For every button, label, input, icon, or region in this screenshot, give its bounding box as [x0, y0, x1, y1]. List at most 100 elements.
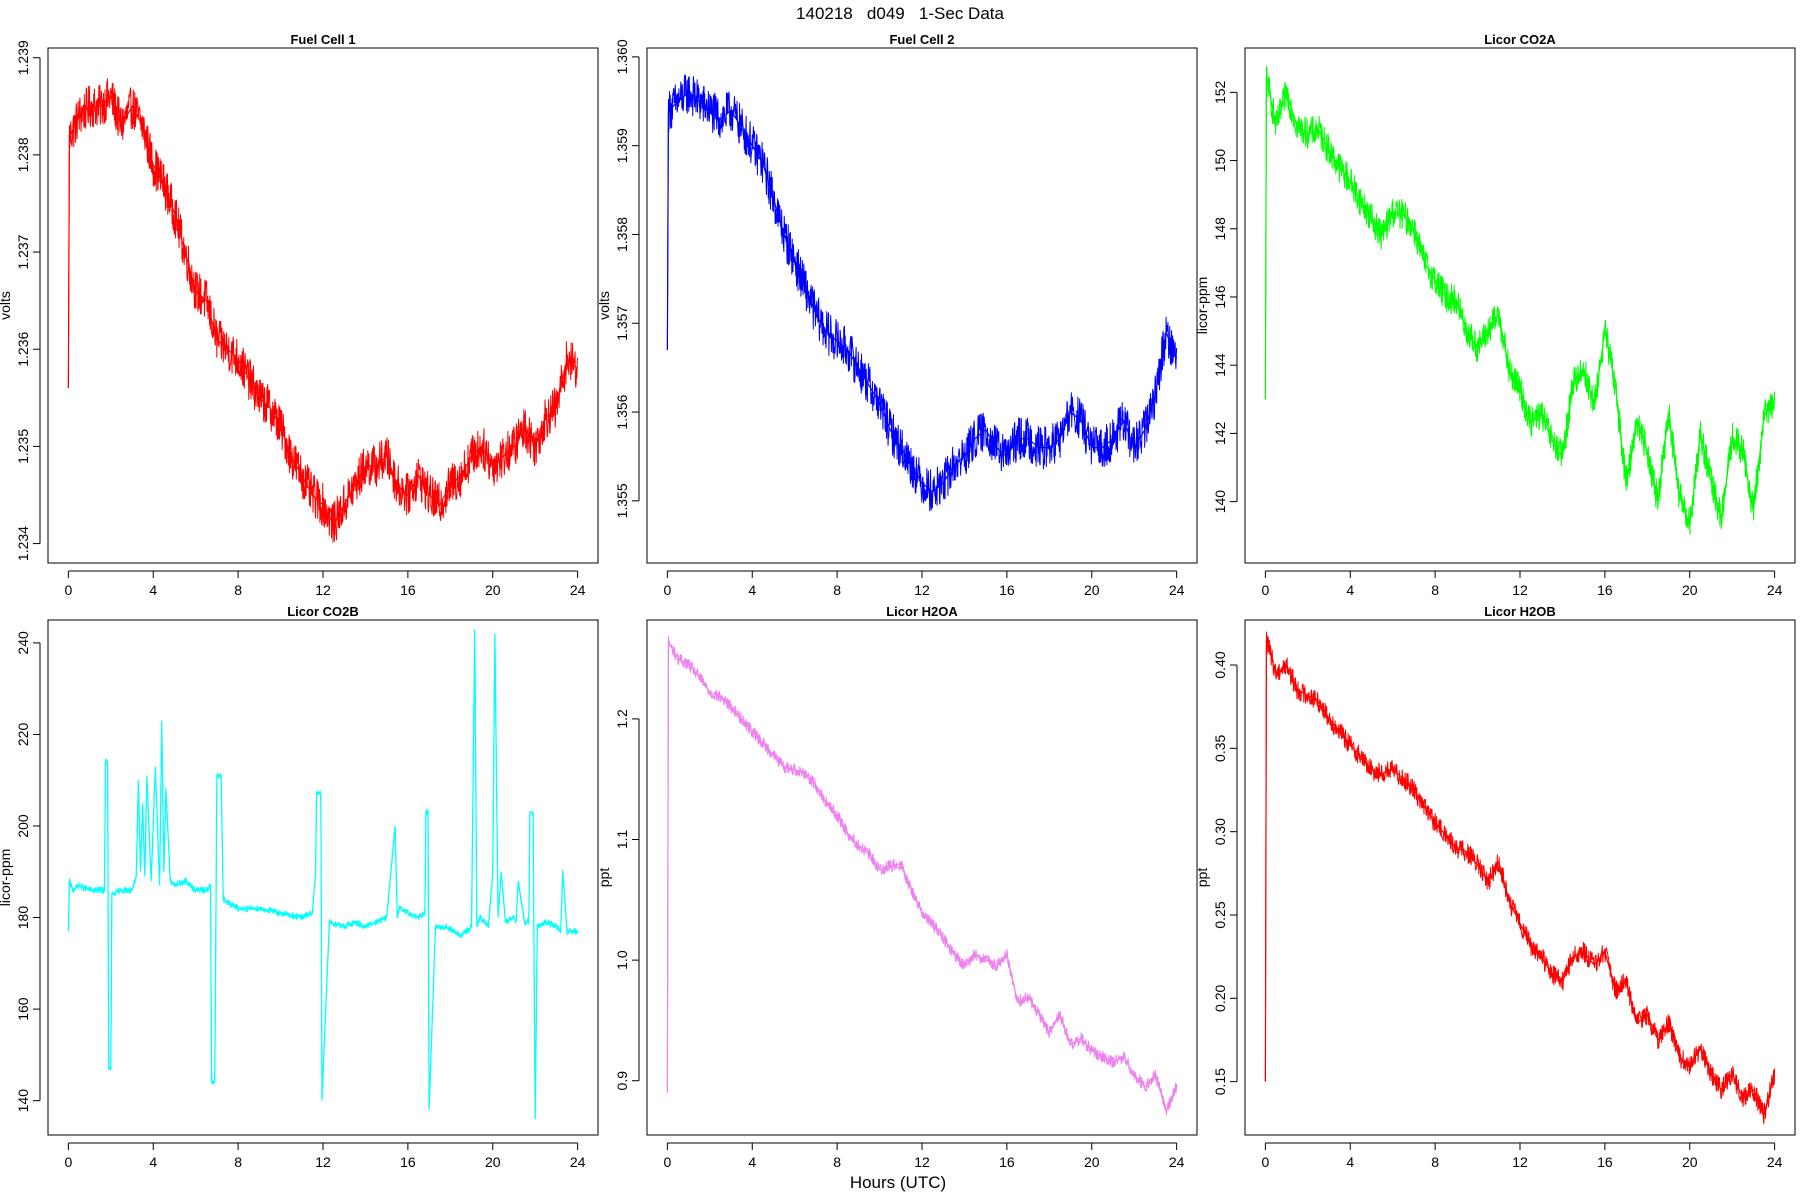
x-tick-label: 24: [1169, 1154, 1185, 1170]
chart-panel: Licor H2OB ppt 0 4 8 12 16 20 24 0.15 0.20 0.25 0.30…: [1194, 604, 1796, 1170]
series-line-keypoints: [67, 629, 578, 1119]
x-tick-label: 8: [1431, 1154, 1439, 1170]
x-tick-label: 0: [1261, 1154, 1269, 1170]
y-tick-label: 1.237: [15, 234, 31, 269]
y-axis-label: volts: [596, 291, 612, 320]
series-line-keypoints: [1264, 639, 1776, 1117]
x-tick-label: 4: [1346, 582, 1354, 598]
y-tick-label: 200: [15, 814, 31, 838]
y-tick-label: 0.25: [1212, 901, 1228, 928]
y-tick-label: 140: [1212, 490, 1228, 514]
x-tick-label: 24: [570, 1154, 586, 1170]
x-tick-label: 0: [64, 1154, 72, 1170]
chart-panel: Fuel Cell 2 volts 0 4 8 12 16 20 24 1.355 1.356 1.3…: [596, 32, 1198, 598]
y-tick-label: 1.357: [614, 306, 630, 341]
x-tick-label: 12: [914, 582, 930, 598]
x-tick-label: 20: [485, 1154, 501, 1170]
panel-title: Licor H2OB: [1484, 604, 1556, 619]
y-axis-label: volts: [0, 291, 13, 320]
x-tick-label: 12: [1512, 1154, 1528, 1170]
panel-title: Licor CO2B: [287, 604, 359, 619]
y-tick-label: 1.239: [15, 40, 31, 75]
panel-title: Fuel Cell 2: [889, 32, 954, 47]
x-tick-label: 0: [64, 582, 72, 598]
x-tick-label: 4: [1346, 1154, 1354, 1170]
y-tick-label: 240: [15, 631, 31, 655]
y-tick-label: 0.15: [1212, 1068, 1228, 1095]
x-tick-label: 20: [1682, 582, 1698, 598]
y-tick-label: 148: [1212, 217, 1228, 241]
y-axis-label: ppt: [596, 868, 612, 888]
y-tick-label: 1.358: [614, 217, 630, 252]
y-tick-label: 1.0: [614, 950, 630, 970]
chart-panel: Licor CO2A licor-ppm 0 4 8 12 16 20 24 140 142 144 1…: [1194, 32, 1796, 598]
x-tick-label: 16: [400, 582, 416, 598]
x-tick-label: 0: [1261, 582, 1269, 598]
x-tick-label: 16: [999, 1154, 1015, 1170]
y-tick-label: 1.234: [15, 526, 31, 561]
x-tick-label: 4: [748, 1154, 756, 1170]
y-axis-label: ppt: [1194, 868, 1210, 888]
x-tick-label: 24: [1767, 1154, 1783, 1170]
x-tick-label: 16: [999, 582, 1015, 598]
plot-frame: [47, 47, 599, 564]
y-tick-label: 1.359: [614, 128, 630, 163]
series-line-keypoints: [67, 95, 579, 526]
panel-title: Fuel Cell 1: [290, 32, 355, 47]
x-tick-label: 12: [315, 582, 331, 598]
y-tick-label: 1.2: [614, 709, 630, 729]
y-tick-label: 150: [1212, 149, 1228, 173]
panel-title: Licor CO2A: [1484, 32, 1556, 47]
y-tick-label: 144: [1212, 353, 1228, 377]
plot-frame: [646, 47, 1198, 564]
x-tick-label: 20: [485, 582, 501, 598]
series-line-keypoints: [666, 91, 1178, 493]
panels: Fuel Cell 1 volts 0 4 8 12 16 20 24 1.234 1.235 1.2…: [0, 32, 1796, 1170]
y-axis-label: licor-ppm: [0, 849, 13, 907]
x-tick-label: 24: [570, 582, 586, 598]
y-tick-label: 1.235: [15, 429, 31, 464]
y-tick-label: 1.1: [614, 830, 630, 850]
y-axis-label: licor-ppm: [1194, 277, 1210, 335]
y-tick-label: 140: [15, 1089, 31, 1113]
y-tick-label: 160: [15, 997, 31, 1021]
x-tick-label: 12: [315, 1154, 331, 1170]
plot-frame: [47, 619, 599, 1136]
series-line-keypoints: [1264, 75, 1776, 526]
x-tick-label: 0: [663, 1154, 671, 1170]
plot-frame: [1244, 47, 1796, 564]
x-tick-label: 8: [234, 1154, 242, 1170]
series-line-keypoints: [666, 640, 1178, 1113]
x-tick-label: 0: [663, 582, 671, 598]
chart-panel: Fuel Cell 1 volts 0 4 8 12 16 20 24 1.234 1.235 1.2…: [0, 32, 599, 598]
chart-panel: Licor H2OA ppt 0 4 8 12 16 20 24 0.9 1.0 1.1 1.2: [596, 604, 1198, 1170]
chart-panel: Licor CO2B licor-ppm 0 4 8 12 16 20 24 140 160 180 2…: [0, 604, 599, 1170]
plot-frame: [646, 619, 1198, 1136]
x-tick-label: 4: [149, 582, 157, 598]
figure-title: 140218 d049 1-Sec Data: [796, 4, 1004, 23]
x-tick-label: 16: [400, 1154, 416, 1170]
y-tick-label: 0.40: [1212, 651, 1228, 678]
x-tick-label: 16: [1597, 1154, 1613, 1170]
series-line: [67, 78, 579, 543]
x-tick-label: 24: [1767, 582, 1783, 598]
y-tick-label: 1.356: [614, 394, 630, 429]
x-tick-label: 8: [833, 1154, 841, 1170]
x-tick-label: 4: [149, 1154, 157, 1170]
x-tick-label: 8: [1431, 582, 1439, 598]
y-tick-label: 0.30: [1212, 818, 1228, 845]
x-tick-label: 20: [1682, 1154, 1698, 1170]
y-tick-label: 152: [1212, 80, 1228, 104]
panel-title: Licor H2OA: [886, 604, 958, 619]
x-tick-label: 16: [1597, 582, 1613, 598]
x-tick-label: 12: [1512, 582, 1528, 598]
y-tick-label: 142: [1212, 422, 1228, 446]
figure-xlabel: Hours (UTC): [850, 1173, 946, 1192]
y-tick-label: 1.355: [614, 483, 630, 518]
x-tick-label: 4: [748, 582, 756, 598]
series-line: [1264, 65, 1776, 535]
x-tick-label: 12: [914, 1154, 930, 1170]
y-tick-label: 1.360: [614, 39, 630, 74]
